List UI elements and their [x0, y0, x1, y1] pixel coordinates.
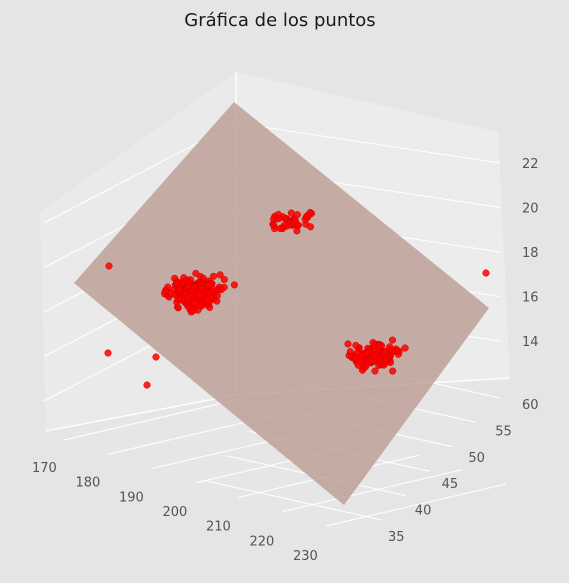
- data-point: [213, 297, 221, 305]
- chart-title: Gráfica de los puntos: [184, 10, 375, 31]
- data-point: [290, 218, 299, 226]
- data-point: [199, 274, 207, 282]
- data-point: [358, 366, 367, 374]
- data-point: [152, 353, 160, 361]
- data-point: [167, 289, 175, 297]
- y-tick-label: 50: [468, 451, 485, 466]
- data-point: [217, 286, 225, 294]
- data-point: [190, 299, 199, 307]
- x-tick-label: 210: [206, 520, 231, 535]
- data-point: [105, 262, 113, 270]
- z-tick-label: 18: [522, 246, 539, 261]
- tick-labels: 170 180 190 200 210 220 230 35 40 45 50 55 60 14 16 18 2…: [32, 157, 539, 564]
- y-tick-label: 45: [442, 477, 459, 492]
- y-tick-label: 55: [495, 424, 512, 439]
- data-point: [381, 348, 389, 356]
- regression-plane: [74, 102, 489, 505]
- data-point: [197, 285, 206, 293]
- data-point: [344, 340, 352, 348]
- data-point: [389, 347, 397, 355]
- data-point: [363, 349, 371, 357]
- data-point: [401, 344, 409, 352]
- z-tick-label: 14: [522, 335, 539, 350]
- data-point: [303, 212, 311, 220]
- data-point: [190, 283, 199, 291]
- data-point: [346, 348, 354, 356]
- data-point: [173, 279, 181, 287]
- data-point: [287, 209, 295, 217]
- data-point: [371, 352, 379, 360]
- y-tick-label: 60: [522, 398, 539, 413]
- y-tick-label: 40: [415, 504, 432, 519]
- data-point: [187, 276, 195, 284]
- data-point: [282, 215, 290, 223]
- data-point: [352, 341, 360, 349]
- data-point: [204, 296, 212, 304]
- data-point: [293, 211, 301, 219]
- data-point: [369, 339, 377, 347]
- data-point: [270, 221, 278, 229]
- data-point: [230, 281, 238, 289]
- data-point: [482, 269, 490, 277]
- data-point: [375, 342, 383, 350]
- data-point: [380, 361, 388, 369]
- x-tick-label: 230: [293, 549, 318, 564]
- data-point: [281, 221, 289, 229]
- x-tick-label: 190: [119, 490, 144, 505]
- data-point: [189, 307, 197, 315]
- x-tick-label: 220: [250, 534, 275, 549]
- data-points: [104, 209, 490, 389]
- data-point: [161, 287, 169, 295]
- y-tick-label: 35: [388, 530, 405, 545]
- data-point: [174, 303, 182, 311]
- data-point: [192, 269, 200, 277]
- data-point: [371, 367, 379, 375]
- data-point: [389, 367, 397, 375]
- data-point: [274, 210, 283, 218]
- data-point: [220, 276, 228, 284]
- z-tick-label: 16: [522, 291, 539, 306]
- data-point: [104, 349, 112, 357]
- x-tick-label: 200: [163, 505, 188, 520]
- data-point: [195, 291, 203, 299]
- data-point: [216, 271, 224, 279]
- z-tick-label: 20: [522, 202, 539, 217]
- x-tick-label: 170: [32, 461, 57, 476]
- data-point: [388, 336, 397, 344]
- data-point: [143, 381, 151, 389]
- data-point: [209, 285, 217, 293]
- z-tick-label: 22: [522, 157, 539, 172]
- x-tick-label: 180: [76, 476, 101, 491]
- data-point: [183, 294, 191, 302]
- data-point: [209, 272, 218, 280]
- data-point: [357, 358, 365, 366]
- data-point: [353, 349, 361, 357]
